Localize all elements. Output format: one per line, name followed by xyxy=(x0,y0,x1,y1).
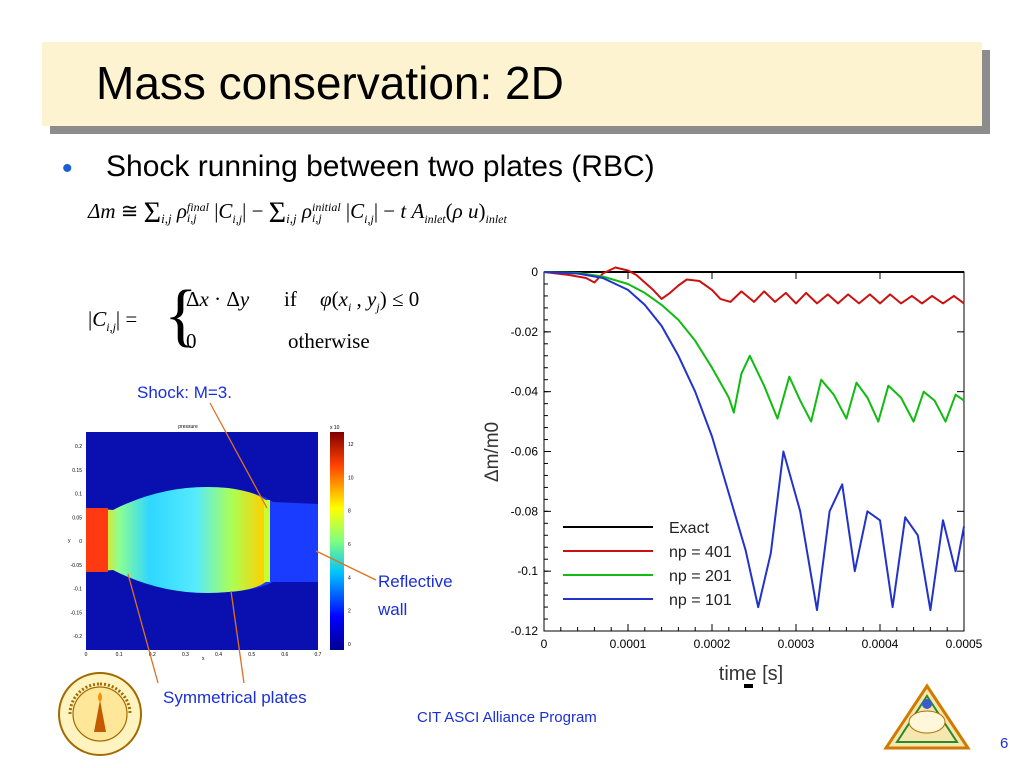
bullet-icon: • xyxy=(62,152,73,185)
contour-ytick-label: 0.2 xyxy=(75,444,82,450)
y-tick-label: 0 xyxy=(531,265,538,279)
colorbar-tick-label: 8 xyxy=(348,509,351,515)
slide-title: Mass conservation: 2D xyxy=(96,57,564,109)
contour-ytick-label: 0.05 xyxy=(72,515,82,521)
cursor-mark xyxy=(744,684,753,688)
colorbar-tick-label: 6 xyxy=(348,542,351,548)
contour-ytick-label: -0.15 xyxy=(71,610,83,616)
caltech-seal-logo xyxy=(58,672,142,756)
wall-label-1: Reflective xyxy=(378,572,453,591)
contour-inflow xyxy=(86,508,108,572)
condition-if: if xyxy=(284,287,297,311)
x-tick-label: 0 xyxy=(541,637,548,651)
otherwise-value: 0 xyxy=(186,329,197,353)
contour-body xyxy=(86,486,268,594)
asci-logo xyxy=(883,683,971,750)
x-tick-label: 0.0001 xyxy=(610,637,647,651)
title-box xyxy=(42,42,982,126)
series-line-np-101 xyxy=(543,271,965,612)
y-tick-label: -0.06 xyxy=(511,445,539,459)
chart-lines xyxy=(543,266,965,612)
condition-otherwise: otherwise xyxy=(288,329,370,353)
legend-box xyxy=(556,514,724,612)
chart-xlabel: time [s] xyxy=(719,663,783,685)
colorbar-tick-label: 0 xyxy=(348,642,351,648)
contour-xtick-label: 0.7 xyxy=(315,652,322,658)
colorbar-exponent: x 10 xyxy=(330,425,340,431)
contour-ytick-label: 0.1 xyxy=(75,492,82,498)
bullet-text: Shock running between two plates (RBC) xyxy=(106,150,655,183)
contour-ticks: 0.20.150.10.050-0.05-0.1-0.15-0.20 0.1 0.2… xyxy=(71,442,354,658)
colorbar-tick-label: 2 xyxy=(348,609,351,615)
y-tick-label: -0.08 xyxy=(511,504,539,518)
contour-xtick-label: 0.4 xyxy=(215,652,222,658)
contour-ytick-label: -0.05 xyxy=(71,563,83,569)
legend-label: Exact xyxy=(669,520,710,537)
pressure-contour-plot: pressure x 10 0.2 0.15 0.1 0.05 0 -0.05 -0.1 -0… xyxy=(68,424,354,662)
contour-xtick-label: 0.5 xyxy=(248,652,255,658)
shock-label: Shock: M=3. xyxy=(137,383,232,402)
wall-label-2: wall xyxy=(378,600,408,619)
contour-ylabel: y xyxy=(68,538,71,544)
chart-legend: Exact np = 401 np = 201 np = 101 xyxy=(556,514,732,612)
colorbar-tick-label: 10 xyxy=(348,475,354,481)
colorbar-tick-label: 12 xyxy=(348,442,354,448)
legend-label: np = 201 xyxy=(669,568,732,585)
x-tick-label: 0.0003 xyxy=(778,637,815,651)
contour-title: pressure xyxy=(178,424,198,430)
y-tick-label: -0.02 xyxy=(511,325,539,339)
contour-ytick-label: 0.15 xyxy=(72,468,82,474)
y-tick-label: -0.12 xyxy=(511,624,539,638)
shock-front xyxy=(264,500,270,582)
page-number: 6 xyxy=(1000,735,1009,752)
y-tick-label: -0.04 xyxy=(511,385,539,399)
contour-xtick-label: 0.3 xyxy=(182,652,189,658)
contour-xtick-label: 0.6 xyxy=(281,652,288,658)
colorbar xyxy=(330,432,344,650)
footer-text: CIT ASCI Alliance Program xyxy=(417,709,597,726)
contour-ytick-label: -0.1 xyxy=(73,587,82,593)
mass-equation: Δm ≅ Σi,j ρfinal i,j |Ci,j| − Σi,j ρiniti… xyxy=(88,196,507,229)
series-line-np-401 xyxy=(543,266,965,305)
legend-label: np = 401 xyxy=(669,544,732,561)
x-tick-label: 0.0002 xyxy=(694,637,731,651)
plates-label: Symmetrical plates xyxy=(163,688,307,707)
contour-ytick-label: 0 xyxy=(79,539,82,545)
legend-label: np = 101 xyxy=(669,592,732,609)
chart-axes: 0-0.02-0.04-0.06-0.08-0.1-0.120 0.0001 0.0… xyxy=(511,265,983,651)
x-tick-label: 0.0005 xyxy=(946,637,983,651)
x-tick-label: 0.0004 xyxy=(862,637,899,651)
contour-xtick-label: 0 xyxy=(85,652,88,658)
series-line-np-201 xyxy=(543,271,965,423)
contour-xtick-label: 0.1 xyxy=(116,652,123,658)
chart-ylabel: Δm/m0 xyxy=(482,422,503,482)
contour-xlabel: x xyxy=(202,656,205,662)
y-tick-label: -0.1 xyxy=(517,564,538,578)
contour-ytick-label: -0.2 xyxy=(73,634,82,640)
